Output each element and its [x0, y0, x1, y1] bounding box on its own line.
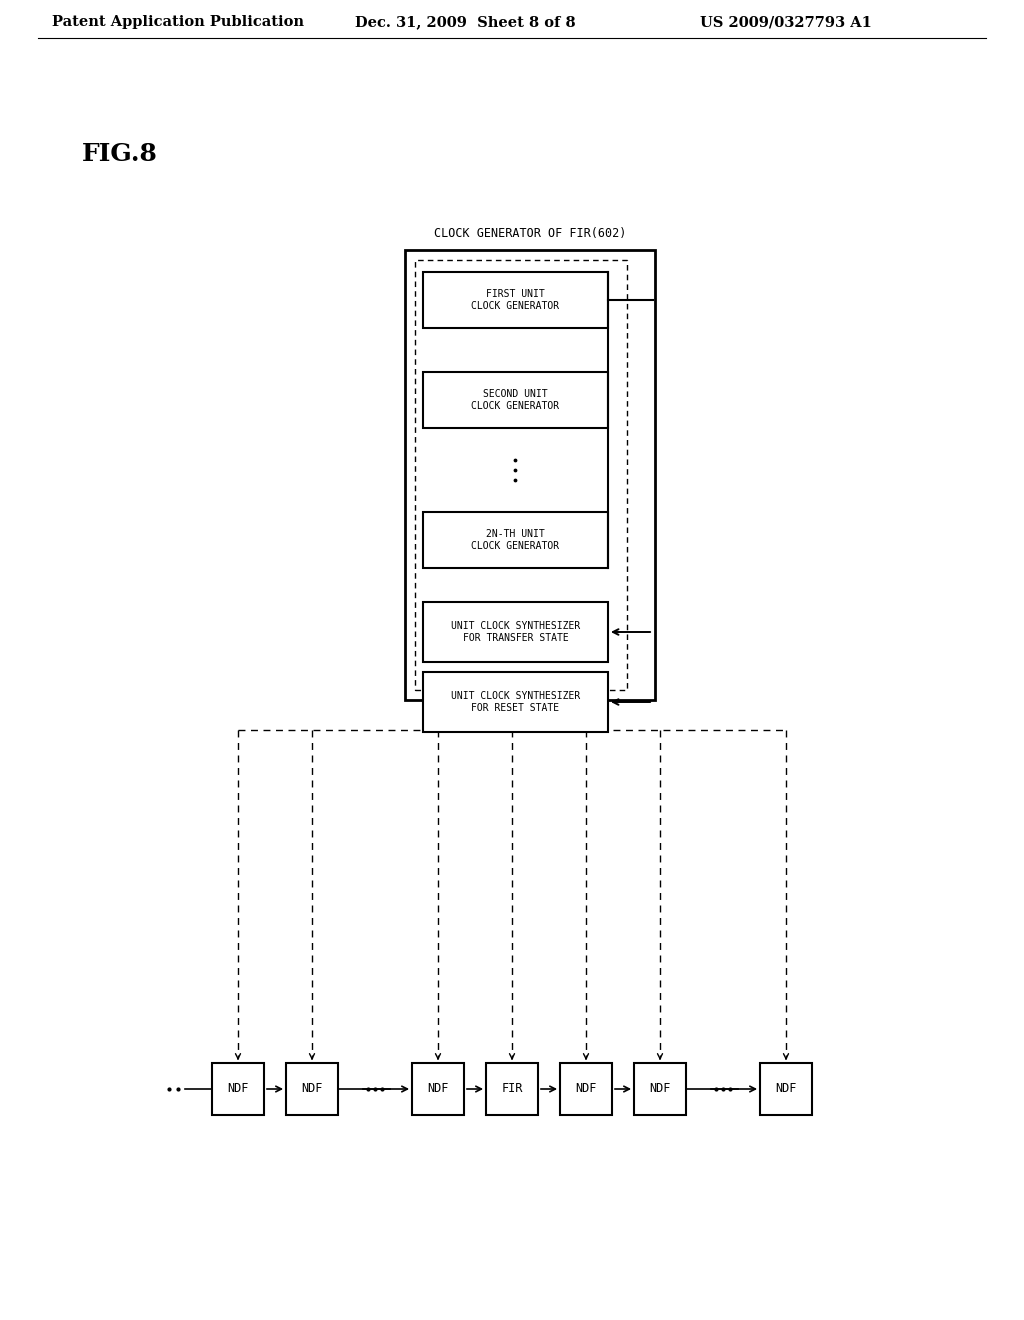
Bar — [412, 1063, 464, 1115]
Bar — [423, 272, 608, 327]
Text: UNIT CLOCK SYNTHESIZER
FOR TRANSFER STATE: UNIT CLOCK SYNTHESIZER FOR TRANSFER STAT… — [451, 620, 581, 643]
Text: FIR: FIR — [502, 1082, 522, 1096]
Text: NDF: NDF — [227, 1082, 249, 1096]
Bar — [423, 372, 608, 428]
Text: NDF: NDF — [301, 1082, 323, 1096]
Text: SECOND UNIT
CLOCK GENERATOR: SECOND UNIT CLOCK GENERATOR — [471, 389, 559, 412]
Bar — [486, 1063, 538, 1115]
Text: NDF: NDF — [649, 1082, 671, 1096]
Bar — [423, 602, 608, 663]
Text: NDF: NDF — [427, 1082, 449, 1096]
Bar — [212, 1063, 264, 1115]
Text: 2N-TH UNIT
CLOCK GENERATOR: 2N-TH UNIT CLOCK GENERATOR — [471, 529, 559, 552]
Text: FIRST UNIT
CLOCK GENERATOR: FIRST UNIT CLOCK GENERATOR — [471, 289, 559, 312]
Bar — [406, 249, 655, 700]
Bar — [634, 1063, 686, 1115]
Text: Dec. 31, 2009  Sheet 8 of 8: Dec. 31, 2009 Sheet 8 of 8 — [355, 15, 575, 29]
Text: NDF: NDF — [775, 1082, 797, 1096]
Bar — [423, 672, 608, 733]
Text: CLOCK GENERATOR OF FIR(602): CLOCK GENERATOR OF FIR(602) — [434, 227, 627, 240]
Bar — [415, 260, 627, 690]
Text: NDF: NDF — [575, 1082, 597, 1096]
Text: UNIT CLOCK SYNTHESIZER
FOR RESET STATE: UNIT CLOCK SYNTHESIZER FOR RESET STATE — [451, 690, 581, 713]
Bar — [760, 1063, 812, 1115]
Text: FIG.8: FIG.8 — [82, 143, 158, 166]
Text: Patent Application Publication: Patent Application Publication — [52, 15, 304, 29]
Bar — [286, 1063, 338, 1115]
Bar — [423, 512, 608, 568]
Bar — [560, 1063, 612, 1115]
Text: US 2009/0327793 A1: US 2009/0327793 A1 — [700, 15, 871, 29]
